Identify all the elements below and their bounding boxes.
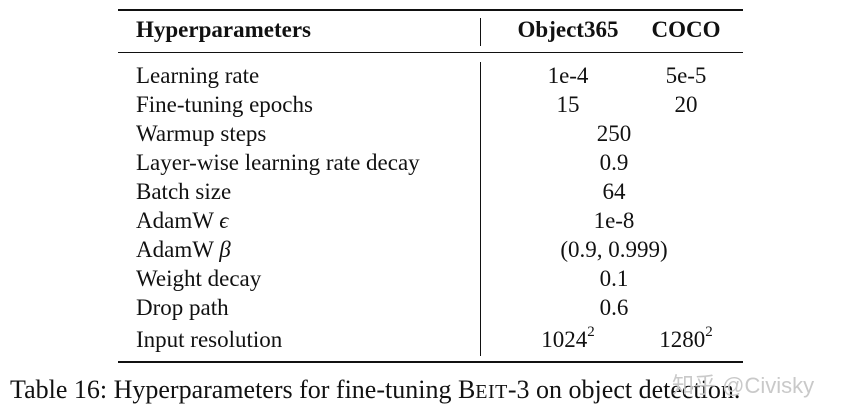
object365-value: 10242 [496,324,640,354]
header-hyperparameters: Hyperparameters [136,17,311,42]
resolution-exponent: 2 [587,324,595,341]
row-label: Fine-tuning epochs [136,92,313,117]
header-rule [118,52,743,53]
column-divider [480,62,481,356]
shared-value: 250 [596,121,632,146]
top-rule [118,9,743,11]
watermark: 知乎 @Civisky [672,373,815,398]
beta-symbol: β [219,237,231,262]
row-label: Input resolution [136,327,283,352]
shared-value: 64 [602,179,626,204]
caption-suffix: -3 on object detection. [507,375,741,404]
epsilon-symbol: ϵ [219,208,229,233]
caption-small-caps: EIT [475,381,508,403]
object365-value: 1e-4 [547,63,589,88]
coco-value: 12802 [640,324,732,354]
coco-value: 5e-5 [665,63,707,88]
bottom-rule [118,361,743,363]
row-label: AdamW ϵ [136,207,229,235]
object365-value: 15 [556,92,580,117]
shared-value: 0.9 [599,150,629,175]
row-label: Batch size [136,179,232,204]
row-label: Layer-wise learning rate decay [136,150,420,175]
row-label-prefix: AdamW [136,208,214,233]
resolution-base: 1280 [659,327,706,352]
column-divider [480,18,481,46]
shared-value: 0.6 [599,295,629,320]
shared-value: 1e-8 [593,208,635,233]
row-label: AdamW β [136,236,231,264]
resolution-base: 1024 [541,327,588,352]
resolution-exponent: 2 [705,324,713,341]
header-object365: Object365 [517,17,619,42]
row-label-prefix: AdamW [136,237,214,262]
table-caption: Table 16: Hyperparameters for fine-tunin… [10,374,740,408]
row-label: Warmup steps [136,121,267,146]
row-label: Weight decay [136,266,262,291]
shared-value: 0.1 [599,266,629,291]
header-coco: COCO [651,17,721,42]
caption-prefix: Table 16: Hyperparameters for fine-tunin… [10,375,476,404]
coco-value: 20 [674,92,698,117]
row-label: Learning rate [136,63,260,88]
shared-value: (0.9, 0.999) [560,237,668,262]
row-label: Drop path [136,295,229,320]
